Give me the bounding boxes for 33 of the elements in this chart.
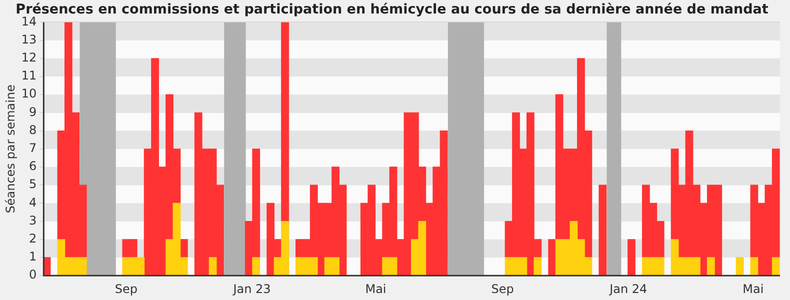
y-tick-label: 12 xyxy=(21,50,37,65)
y-tick-label: 0 xyxy=(29,268,37,282)
x-tick-label: Mai xyxy=(365,282,386,296)
bar xyxy=(598,184,607,276)
bar xyxy=(281,22,289,222)
x-tick-label: Sep xyxy=(114,282,138,296)
y-tick-label: 2 xyxy=(29,232,37,246)
bar xyxy=(736,257,744,276)
y-tick-label: 11 xyxy=(21,68,37,83)
x-tick-label: Sep xyxy=(491,282,514,296)
y-tick-label: 6 xyxy=(29,159,37,174)
y-axis-title: Séances par semaine xyxy=(3,84,18,214)
y-tick-label: 1 xyxy=(29,250,37,264)
y-tick-label: 8 xyxy=(29,122,37,137)
x-tick-label: Mai xyxy=(742,282,764,296)
y-tick-label: 3 xyxy=(29,213,37,228)
bar xyxy=(208,257,217,276)
y-tick-label: 4 xyxy=(29,195,37,210)
y-tick-label: 7 xyxy=(29,141,37,156)
bar xyxy=(628,239,636,276)
y-tick-label: 9 xyxy=(29,104,37,119)
bar xyxy=(548,239,556,276)
bar xyxy=(750,257,758,276)
bar xyxy=(252,257,260,276)
bar xyxy=(706,257,715,276)
bar xyxy=(180,239,188,258)
x-tick-label: Jan 23 xyxy=(232,282,271,296)
x-tick-label: Jan 24 xyxy=(608,282,648,296)
bar xyxy=(534,257,542,276)
y-tick-label: 5 xyxy=(29,177,37,192)
y-tick-label: 13 xyxy=(21,32,37,46)
bar xyxy=(772,257,780,276)
y-tick-label: 10 xyxy=(21,86,37,101)
